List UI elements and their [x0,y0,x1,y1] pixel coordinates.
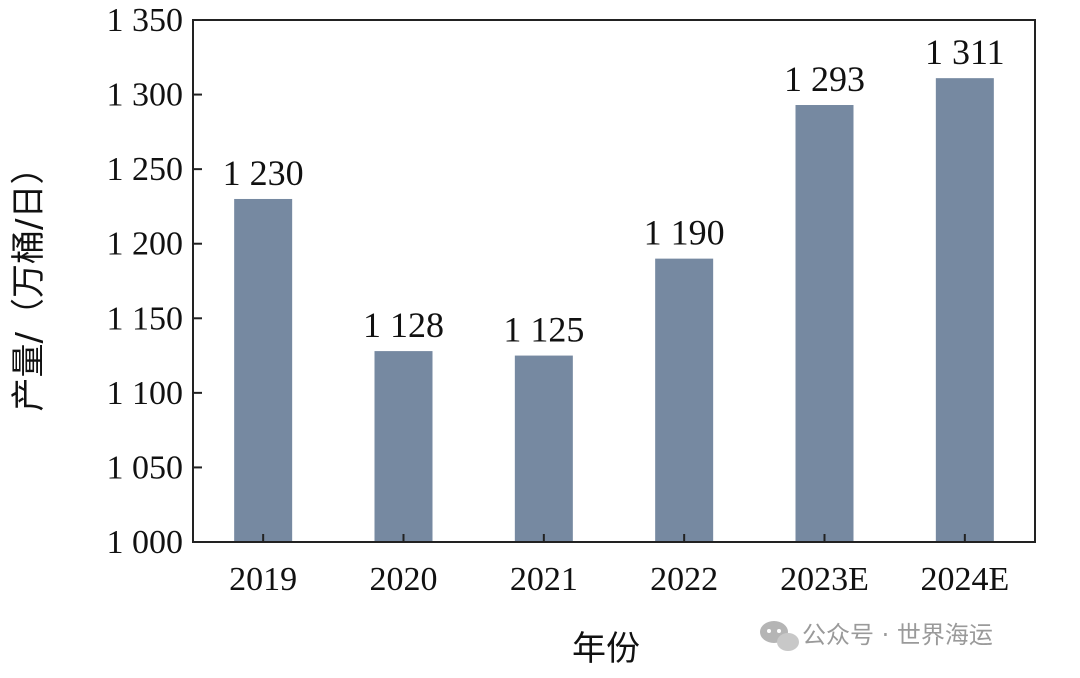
plot-frame [192,19,1036,543]
data-label-2021: 1 125 [503,310,584,350]
y-tick-label-1200: 1 200 [107,226,184,263]
y-tick-label-1100: 1 100 [107,375,184,412]
watermark: 公众号 · 世界海运 [760,621,993,651]
y-axis: 1 000 1 050 1 100 1 150 1 200 1 250 1 300 1 350 [107,2,202,561]
x-tick-label-2021: 2021 [510,561,578,598]
y-tick-label-1250: 1 250 [107,151,184,188]
y-tick-label-1350: 1 350 [107,2,184,39]
bar-2024E [935,78,994,542]
data-label-2020: 1 128 [363,305,444,345]
y-tick-label-1300: 1 300 [107,77,184,114]
watermark-text: 公众号 · 世界海运 [802,621,993,649]
data-label-2023E: 1 293 [784,59,865,99]
y-tick-label-1150: 1 150 [107,300,184,337]
data-label-2022: 1 190 [644,213,725,253]
x-axis: 2019 2020 2021 2022 2023E 2024E [229,534,1009,598]
x-tick-label-2023E: 2023E [780,561,869,598]
y-axis-title: 产量/（万桶/日） [9,151,49,412]
bar-2020 [374,351,433,542]
data-label-2019: 1 230 [223,153,304,193]
x-tick-label-2022: 2022 [650,561,718,598]
bar-2023E [795,105,854,543]
wechat-icon [760,621,799,651]
x-tick-label-2019: 2019 [229,561,297,598]
data-label-2024E: 1 311 [925,32,1005,72]
bar-2021 [514,355,573,542]
y-tick-label-1000: 1 000 [107,524,184,561]
x-tick-label-2020: 2020 [370,561,438,598]
y-tick-label-1050: 1 050 [107,449,184,486]
data-labels-layer: 1 230 1 128 1 125 1 190 1 293 1 311 [223,32,1005,349]
bar-2019 [234,198,293,542]
bars-layer [234,78,994,543]
x-tick-label-2024E: 2024E [920,561,1009,598]
bar-2022 [655,258,714,542]
x-axis-title: 年份 [572,629,640,669]
